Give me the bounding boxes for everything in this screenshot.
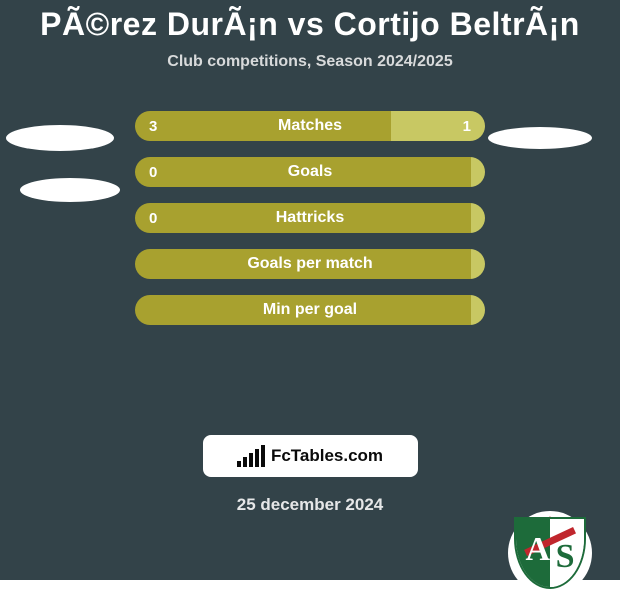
stat-right-segment: 1	[391, 111, 486, 141]
crest-letter-a: A	[526, 531, 551, 569]
left-player-badge-2	[20, 178, 120, 202]
page-title: PÃ©rez DurÃ¡n vs Cortijo BeltrÃ¡n	[0, 0, 620, 43]
right-player-badge-1	[488, 127, 592, 149]
stat-left-segment: 0	[135, 203, 471, 233]
stat-right-segment	[471, 157, 485, 187]
stat-bar: 31Matches	[135, 111, 485, 141]
right-club-crest: ★ A S	[508, 511, 592, 595]
stat-left-segment: 3	[135, 111, 391, 141]
left-player-badge-1	[6, 125, 114, 151]
page-subtitle: Club competitions, Season 2024/2025	[0, 53, 620, 71]
stat-bar: Goals per match	[135, 249, 485, 279]
crest-shield: A S	[514, 517, 586, 589]
stat-bar: 0Hattricks	[135, 203, 485, 233]
stat-left-segment	[135, 249, 471, 279]
footer-date: 25 december 2024	[0, 495, 620, 515]
stat-left-segment	[135, 295, 471, 325]
logo-bars-icon	[237, 445, 265, 467]
stat-row: 0Hattricks	[0, 195, 620, 241]
fctables-logo: FcTables.com	[203, 435, 418, 477]
stat-bar: Min per goal	[135, 295, 485, 325]
stat-left-segment: 0	[135, 157, 471, 187]
stat-row: Min per goal	[0, 287, 620, 333]
stat-right-segment	[471, 249, 485, 279]
stat-bar: 0Goals	[135, 157, 485, 187]
stat-right-segment	[471, 203, 485, 233]
stat-right-segment	[471, 295, 485, 325]
comparison-infographic: PÃ©rez DurÃ¡n vs Cortijo BeltrÃ¡n Club c…	[0, 0, 620, 580]
crest-letter-s: S	[556, 538, 575, 576]
stat-row: Goals per match	[0, 241, 620, 287]
logo-text: FcTables.com	[271, 446, 383, 466]
